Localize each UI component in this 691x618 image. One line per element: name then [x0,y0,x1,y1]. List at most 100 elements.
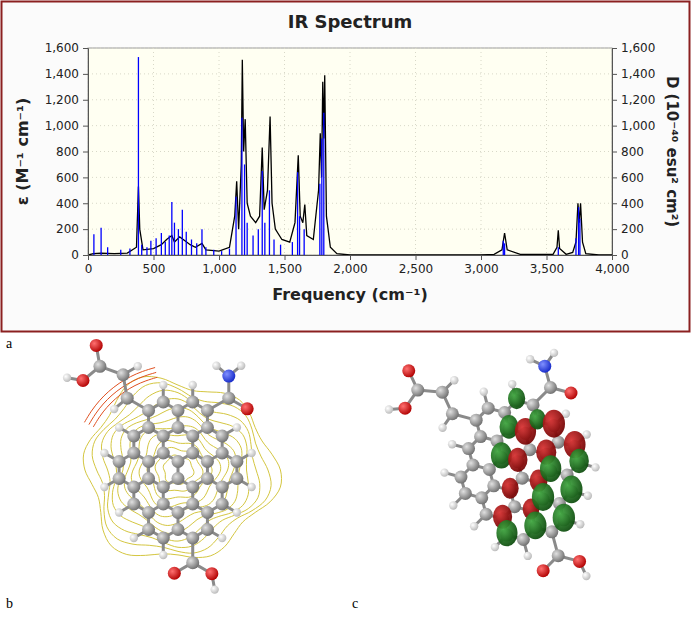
stick [182,210,183,255]
tick: 1,000 [202,255,236,276]
stick [138,57,139,255]
atom [544,381,557,394]
atom [552,549,565,562]
contours [83,368,281,558]
stick [578,207,579,255]
atom [491,543,499,551]
panel-label: a [6,336,13,351]
stick [258,229,259,255]
atom [121,392,134,405]
stick [150,241,151,255]
stick [252,236,253,255]
tick-mark [83,74,88,75]
y2-axis-title: D (10⁻⁴⁰ esu² cm²) [663,76,681,227]
tick-mark [83,126,88,127]
atom [438,423,446,431]
tick: 1,600 [45,41,88,55]
atom [475,491,488,504]
tick-mark [547,255,548,260]
atom [201,472,214,485]
stick [235,197,236,255]
atom [480,508,493,521]
orbital-lobe [508,388,525,410]
axis-line [83,49,89,256]
tick-label: 1,000 [202,262,236,276]
atom [172,506,185,519]
tick-label: 200 [621,222,644,236]
atom [576,520,584,528]
atom [142,421,155,434]
axis-line [613,49,618,256]
atom [591,463,599,471]
atom [212,361,220,369]
tick-label: 0 [85,262,93,276]
orbital-lobe [540,455,561,482]
tick-mark [416,255,417,260]
grid-line [415,48,416,255]
stick [161,233,162,255]
atom [564,386,577,399]
atom [448,440,456,448]
grid-line [153,48,154,255]
atom [470,414,483,427]
atom [186,498,199,511]
orbital-lobe [496,520,517,546]
atom [526,355,534,363]
atom [216,498,229,511]
y2-axis: 02004006008001,0001,2001,4001,600 [612,41,655,262]
stick [120,250,121,255]
stick [165,242,166,255]
atom [201,506,214,519]
tick: 1,200 [45,93,88,107]
atom [508,380,516,388]
stick [579,219,580,255]
atom [233,508,241,516]
atom [172,404,185,417]
tick-mark [612,229,617,230]
grid-line [88,177,612,178]
stick [321,139,322,255]
stick [241,118,242,255]
stick [155,238,156,255]
atom [130,534,138,542]
atom [186,396,199,409]
stick [186,232,187,255]
stick [93,234,94,255]
grid-line [88,73,612,74]
stick [297,172,298,255]
atom [454,471,467,484]
tick-label: 0 [71,248,79,262]
atom [157,430,170,443]
orbital-lobe [532,483,554,511]
atom [537,564,550,577]
molecule [63,339,256,594]
stick [299,216,300,255]
tick-mark [612,177,617,178]
atom [237,361,245,369]
atom [582,572,590,580]
tick: 1,200 [612,93,655,107]
tick-mark [83,177,88,178]
orbital-lobe [502,478,519,499]
atom [230,455,243,468]
tick: 0 [612,248,629,262]
atom [201,523,214,536]
stick [303,229,304,255]
tick-label: 1,500 [268,262,302,276]
contour [139,434,221,508]
stick [323,113,324,255]
contour [131,426,228,517]
atom [172,523,185,536]
atom [482,402,495,415]
atom [115,508,123,516]
atom [573,555,586,568]
stick [292,242,293,255]
tick-mark [83,48,88,49]
tick: 2,000 [333,255,367,276]
tick-label: 600 [56,171,79,185]
tick: 1,400 [45,67,88,81]
atom [205,567,218,580]
contour [101,390,259,547]
atom [550,349,558,357]
atom [247,483,255,491]
